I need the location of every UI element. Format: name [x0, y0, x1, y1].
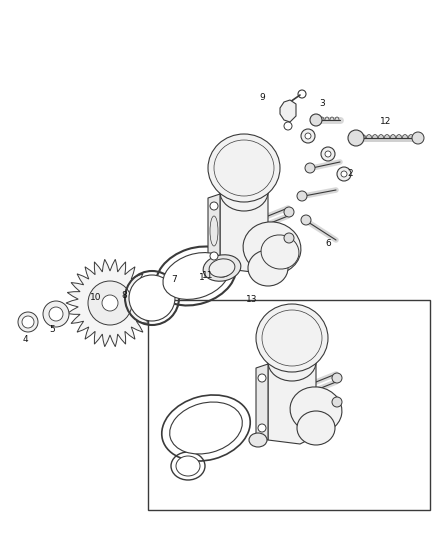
Ellipse shape [256, 304, 328, 372]
Ellipse shape [243, 222, 301, 274]
Text: 11: 11 [202, 271, 214, 280]
Ellipse shape [290, 387, 342, 433]
Polygon shape [280, 100, 296, 122]
Ellipse shape [170, 402, 242, 454]
Text: 3: 3 [319, 100, 325, 109]
Ellipse shape [129, 275, 175, 321]
Circle shape [321, 147, 335, 161]
Circle shape [332, 373, 342, 383]
Circle shape [284, 207, 294, 217]
Ellipse shape [203, 255, 241, 281]
Text: 12: 12 [380, 117, 392, 126]
Circle shape [310, 114, 322, 126]
Circle shape [284, 122, 292, 130]
Circle shape [305, 163, 315, 173]
Circle shape [102, 295, 118, 311]
Ellipse shape [209, 259, 235, 277]
Text: 8: 8 [121, 292, 127, 301]
Text: 4: 4 [22, 335, 28, 344]
Circle shape [88, 281, 132, 325]
Ellipse shape [249, 433, 267, 447]
Ellipse shape [297, 411, 335, 445]
Circle shape [297, 191, 307, 201]
Polygon shape [268, 362, 316, 444]
Circle shape [210, 252, 218, 260]
Circle shape [301, 129, 315, 143]
Ellipse shape [176, 456, 200, 476]
Circle shape [22, 316, 34, 328]
Text: 2: 2 [347, 169, 353, 179]
Text: 9: 9 [259, 93, 265, 102]
Ellipse shape [213, 263, 231, 277]
Circle shape [284, 233, 294, 243]
Text: 7: 7 [171, 276, 177, 285]
Text: 6: 6 [325, 239, 331, 248]
Polygon shape [66, 260, 154, 346]
Circle shape [332, 397, 342, 407]
Bar [148, 300, 430, 510]
Text: 5: 5 [49, 326, 55, 335]
Ellipse shape [163, 253, 229, 300]
Circle shape [258, 424, 266, 432]
Circle shape [43, 301, 69, 327]
Circle shape [337, 167, 351, 181]
Polygon shape [256, 364, 268, 440]
Circle shape [301, 215, 311, 225]
Circle shape [18, 312, 38, 332]
Ellipse shape [248, 250, 288, 286]
Text: 1: 1 [199, 273, 205, 282]
Text: 10: 10 [90, 294, 102, 303]
Ellipse shape [261, 235, 299, 269]
Ellipse shape [220, 173, 268, 211]
Ellipse shape [268, 343, 316, 381]
Circle shape [258, 374, 266, 382]
Circle shape [348, 130, 364, 146]
Polygon shape [220, 192, 268, 272]
Polygon shape [208, 194, 220, 268]
Circle shape [325, 151, 331, 157]
Circle shape [341, 171, 347, 177]
Circle shape [49, 307, 63, 321]
Ellipse shape [208, 134, 280, 202]
Circle shape [412, 132, 424, 144]
Text: 13: 13 [246, 295, 258, 304]
Circle shape [210, 202, 218, 210]
Circle shape [305, 133, 311, 139]
